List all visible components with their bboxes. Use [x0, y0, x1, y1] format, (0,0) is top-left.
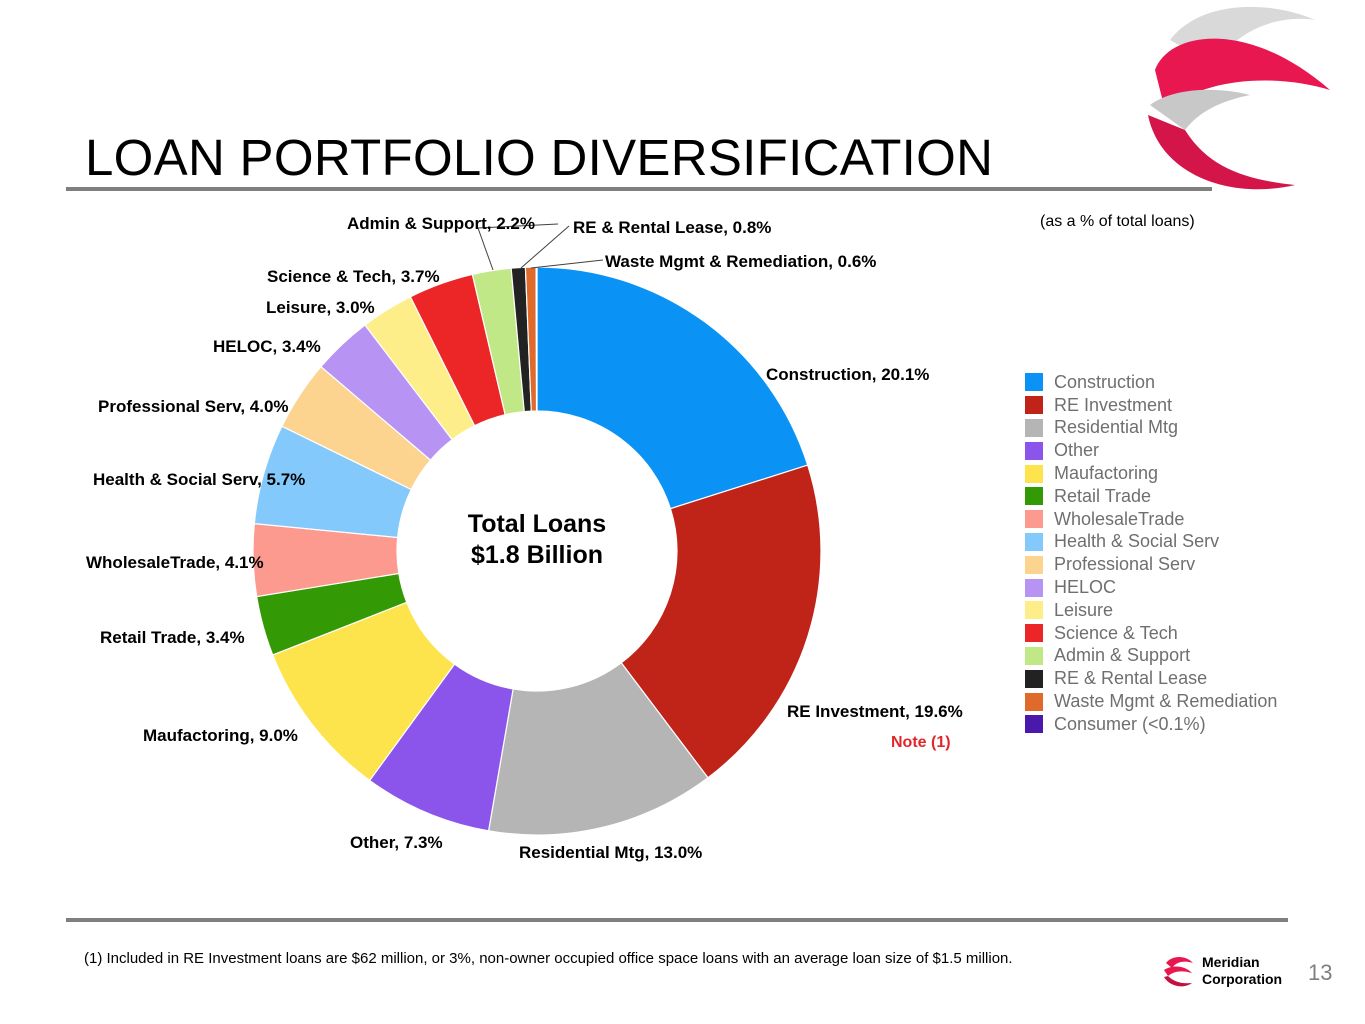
slice-construction [536, 266, 809, 510]
legend-label: Retail Trade [1054, 485, 1152, 506]
slice-label: WholesaleTrade, 4.1% [86, 553, 264, 572]
legend-label: Maufactoring [1054, 463, 1159, 484]
leader-line [477, 223, 559, 271]
title-divider [66, 187, 1212, 191]
slice-label: RE Investment, 19.6% [787, 702, 963, 721]
legend-label: Consumer (<0.1%) [1054, 713, 1206, 734]
legend-item: Health & Social Serv [1025, 531, 1277, 554]
legend-item: Retail Trade [1025, 485, 1277, 508]
legend-label: Construction [1054, 371, 1156, 392]
legend-item: Leisure [1025, 599, 1277, 622]
slice-label: Construction, 20.1% [766, 365, 929, 384]
slice-labels: Construction, 20.1% RE Investment, 19.6% R… [86, 214, 963, 862]
leader-line [520, 225, 570, 269]
center-title: Total Loans [468, 510, 606, 538]
legend-swatch [1025, 532, 1043, 551]
legend-swatch [1025, 487, 1043, 506]
legend-item: WholesaleTrade [1025, 508, 1277, 531]
chart-subtitle: (as a % of total loans) [1040, 213, 1195, 230]
footnote: (1) Included in RE Investment loans are … [84, 950, 1013, 967]
legend-label: Leisure [1054, 599, 1114, 620]
legend-item: Maufactoring [1025, 462, 1277, 485]
legend-label: Other [1054, 440, 1100, 461]
slice-label: Science & Tech, 3.7% [267, 267, 440, 286]
slice-label: Residential Mtg, 13.0% [519, 843, 702, 862]
leader-line [530, 259, 604, 269]
legend-item: RE Investment [1025, 394, 1277, 417]
legend-swatch [1025, 373, 1043, 392]
slice-residential-mtg [487, 661, 709, 836]
legend-item: Other [1025, 439, 1277, 462]
brand-name: Meridian [1202, 954, 1260, 970]
center-total: $1.8 Billion [471, 541, 603, 569]
legend-label: RE Investment [1054, 394, 1173, 415]
legend-item: Residential Mtg [1025, 417, 1277, 440]
legend-swatch [1025, 578, 1043, 597]
footer-divider [66, 918, 1288, 922]
donut-slices [252, 266, 822, 836]
legend-swatch [1025, 601, 1043, 620]
legend-item: Consumer (<0.1%) [1025, 713, 1277, 736]
slice-label: Health & Social Serv, 5.7% [93, 470, 305, 489]
slice-label: RE & Rental Lease, 0.8% [573, 218, 771, 237]
legend-label: Health & Social Serv [1054, 531, 1220, 552]
legend-item: Waste Mgmt & Remediation [1025, 690, 1277, 713]
legend-item: Professional Serv [1025, 553, 1277, 576]
legend-label: Admin & Support [1054, 645, 1191, 666]
legend-swatch [1025, 555, 1043, 574]
meridian-logo-icon [1148, 6, 1330, 190]
meridian-mark-icon [1164, 957, 1193, 987]
slice-label: Admin & Support, 2.2% [347, 214, 535, 233]
page-number: 13 [1308, 960, 1333, 985]
brand-footer: Meridian Corporation [1160, 953, 1282, 989]
legend-swatch [1025, 624, 1043, 643]
legend-item: RE & Rental Lease [1025, 667, 1277, 690]
legend-label: Science & Tech [1054, 622, 1178, 643]
legend-label: Residential Mtg [1054, 417, 1179, 438]
legend-item: Admin & Support [1025, 645, 1277, 668]
chart-legend: Construction RE Investment Residential Mtg… [1025, 371, 1277, 736]
legend-swatch [1025, 441, 1043, 460]
legend-swatch [1025, 646, 1043, 665]
note-marker: Note (1) [891, 734, 951, 751]
slice-consumer-0-1 [535, 266, 538, 412]
slice-label: Retail Trade, 3.4% [100, 628, 245, 647]
slice-label: Professional Serv, 4.0% [98, 397, 289, 416]
legend-item: HELOC [1025, 576, 1277, 599]
legend-swatch [1025, 396, 1043, 415]
legend-swatch [1025, 692, 1043, 711]
legend-swatch [1025, 715, 1043, 734]
legend-label: Professional Serv [1054, 554, 1196, 575]
slice-label: Leisure, 3.0% [266, 298, 375, 317]
slice-re-investment [620, 464, 822, 779]
page-title: LOAN PORTFOLIO DIVERSIFICATION [85, 129, 994, 186]
brand-suffix: Corporation [1202, 971, 1283, 987]
legend-item: Science & Tech [1025, 622, 1277, 645]
legend-item: Construction [1025, 371, 1277, 394]
legend-label: HELOC [1054, 577, 1117, 598]
legend-label: Waste Mgmt & Remediation [1054, 691, 1278, 712]
legend-swatch [1025, 418, 1043, 437]
legend-swatch [1025, 510, 1043, 529]
slice-label: HELOC, 3.4% [213, 337, 321, 356]
slice-label: Other, 7.3% [350, 833, 443, 852]
slice-label: Waste Mgmt & Remediation, 0.6% [605, 252, 876, 271]
leader-lines [477, 223, 604, 271]
legend-swatch [1025, 464, 1043, 483]
legend-swatch [1025, 669, 1043, 688]
slice-label: Maufactoring, 9.0% [143, 726, 298, 745]
legend-label: RE & Rental Lease [1054, 668, 1208, 689]
legend-label: WholesaleTrade [1054, 508, 1185, 529]
